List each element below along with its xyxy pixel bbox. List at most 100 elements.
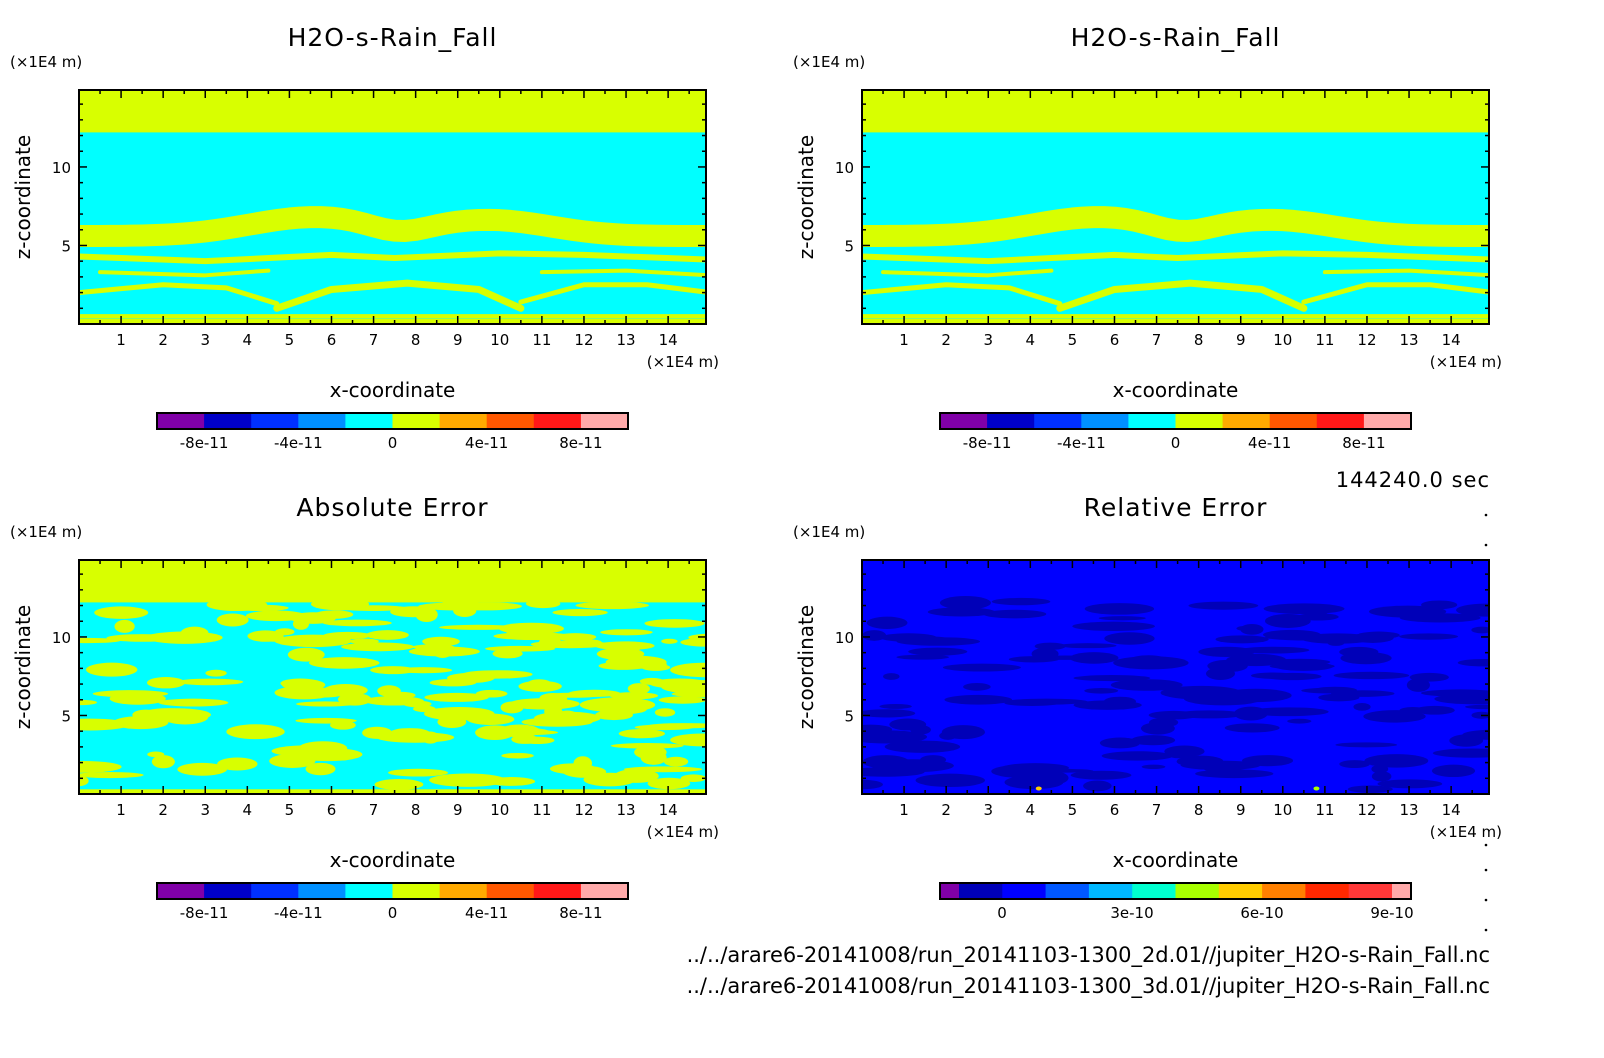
x-tick-label: 11: [1315, 801, 1334, 819]
error-patch: [1242, 755, 1294, 767]
error-patch: [106, 634, 179, 642]
colorbar-tick-label: -8e-11: [180, 904, 229, 922]
error-patch: [311, 597, 370, 611]
error-patch: [501, 752, 534, 759]
error-patch: [618, 729, 665, 739]
colorbar: 0 3e-10 6e-10 9e-10: [939, 882, 1414, 922]
colorbar-tick-label: -4e-11: [1057, 434, 1106, 452]
band-right: [1322, 268, 1489, 278]
error-patch: [1059, 643, 1117, 649]
x-axis-label: x-coordinate: [330, 378, 456, 402]
panel-title: H2O-s-Rain_Fall: [1071, 23, 1281, 52]
error-patch: [1110, 679, 1183, 691]
x-unit-label: (×1E4 m): [1430, 353, 1502, 371]
error-patch: [462, 670, 533, 679]
error-patch: [1215, 635, 1269, 644]
hot-spot: [1313, 786, 1320, 791]
error-patch: [388, 768, 449, 777]
colorbar-swatch: [1081, 413, 1129, 429]
error-patch: [542, 715, 577, 726]
colorbar-swatch: [204, 413, 252, 429]
x-tick-label: 10: [1273, 331, 1292, 349]
error-patch: [884, 740, 961, 753]
colorbar-swatch: [1316, 413, 1365, 429]
error-patch: [1371, 771, 1392, 782]
error-patch: [942, 663, 1021, 672]
error-patch: [341, 642, 415, 652]
error-patch: [862, 709, 916, 718]
error-patch: [511, 734, 539, 744]
error-patch: [647, 777, 691, 790]
colorbar-swatch: [298, 413, 346, 429]
error-patch: [205, 669, 227, 677]
error-patch: [422, 636, 460, 647]
error-patch: [1364, 754, 1429, 768]
y-tick-label: 5: [844, 707, 854, 725]
colorbar-swatch: [392, 883, 441, 899]
error-patch: [216, 613, 249, 627]
error-patch: [1131, 735, 1176, 746]
x-tick-label: 4: [243, 801, 253, 819]
arc-center: [273, 279, 525, 312]
colorbar-swatch: [486, 883, 535, 899]
band-mid: [79, 250, 706, 265]
error-patch: [615, 641, 642, 653]
error-patch: [1098, 616, 1146, 621]
colorbar-tick-label: 4e-11: [465, 904, 508, 922]
error-patch: [508, 698, 580, 710]
colorbar-tick-label: 4e-11: [1248, 434, 1291, 452]
x-tick-label: 8: [1194, 331, 1204, 349]
colorbar-swatch: [1002, 883, 1047, 899]
y-unit-label: (×1E4 m): [793, 53, 865, 71]
error-patch: [862, 779, 883, 790]
error-patch: [1148, 710, 1200, 720]
colorbar-tick-label: 8e-11: [1342, 434, 1385, 452]
margin-dot: [1484, 543, 1488, 547]
error-patch: [1126, 655, 1171, 668]
error-patch: [151, 755, 175, 769]
colorbar-tick-label: 9e-10: [1370, 904, 1413, 922]
band-upper: [79, 206, 706, 248]
error-patch: [1263, 629, 1321, 640]
colorbar-swatch: [1034, 413, 1082, 429]
error-patch: [1432, 748, 1489, 758]
colorbar-swatch: [580, 413, 629, 429]
error-patch: [79, 771, 144, 779]
error-patch: [501, 729, 559, 736]
error-patch: [1471, 711, 1489, 719]
error-patch: [1084, 603, 1155, 615]
x-tick-label: 7: [369, 801, 379, 819]
colorbar-tick-label: 8e-11: [559, 434, 602, 452]
colorbar-swatch: [1363, 413, 1412, 429]
x-tick-label: 13: [1400, 331, 1419, 349]
error-patch: [1363, 710, 1426, 723]
error-patch: [530, 640, 609, 649]
error-patch: [983, 609, 1047, 619]
colorbar-frame: [939, 882, 1412, 900]
band-left: [98, 268, 271, 278]
colorbar-swatch: [1348, 883, 1393, 899]
error-patch: [939, 731, 957, 740]
error-patch: [1298, 608, 1329, 616]
margin-dot: [1484, 868, 1488, 872]
x-tick-label: 2: [941, 801, 951, 819]
colorbar-swatch: [1128, 413, 1176, 429]
error-patch: [500, 701, 524, 714]
colorbar-swatch: [959, 883, 1003, 899]
x-tick-label: 14: [1442, 331, 1461, 349]
error-patch: [418, 602, 496, 611]
colorbar-swatch: [439, 883, 488, 899]
error-patch: [544, 705, 563, 718]
y-axis-label: z-coordinate: [11, 605, 35, 729]
colorbar-swatch: [1218, 883, 1263, 899]
x-tick-label: 5: [1068, 331, 1078, 349]
error-patch: [1399, 613, 1481, 623]
panel-1: 1 2 3 4 5 6 7 8 9 10 11 12 13 14510H2O-s-Rain_Fall(×1…: [10, 23, 719, 452]
colorbar-swatch: [987, 413, 1035, 429]
colorbar: -8e-11 -4e-11 0 4e-11 8e-11: [156, 412, 629, 452]
error-patch: [226, 724, 285, 740]
colorbar-swatch: [251, 883, 299, 899]
error-patch: [94, 606, 149, 619]
x-unit-label: (×1E4 m): [647, 353, 719, 371]
band-right: [539, 268, 706, 278]
